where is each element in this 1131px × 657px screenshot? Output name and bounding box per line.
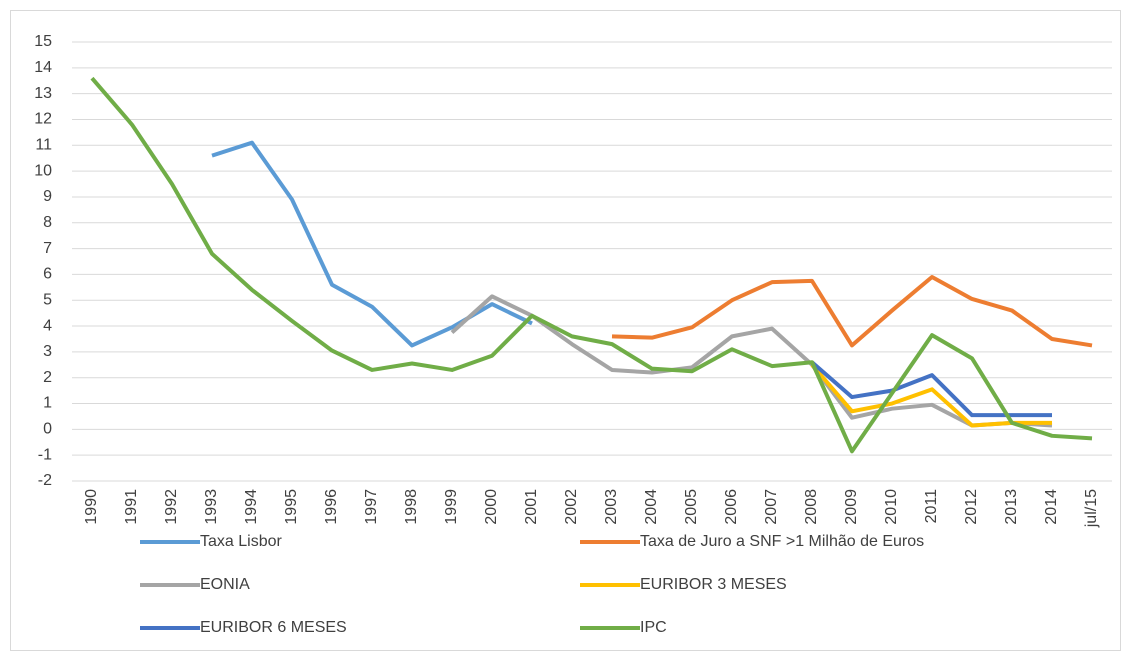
y-tick-label: 12 (34, 111, 52, 128)
y-tick-label: 2 (43, 369, 52, 386)
x-tick-label: 2004 (643, 489, 660, 525)
x-tick-label: 1992 (163, 489, 180, 525)
x-tick-label: 2000 (483, 489, 500, 525)
y-tick-label: 11 (35, 137, 52, 154)
x-tick-label: jul/15 (1083, 489, 1100, 528)
x-tick-label: 2013 (1003, 489, 1020, 525)
y-tick-label: 8 (43, 214, 52, 231)
y-tick-label: 13 (34, 85, 52, 102)
series-line (810, 360, 1052, 418)
y-tick-label: 15 (34, 33, 52, 50)
series-line (450, 294, 1053, 428)
legend-label: EONIA (200, 576, 250, 593)
y-tick-label: 9 (43, 188, 52, 205)
x-tick-label: 2009 (843, 489, 860, 525)
y-tick-label: 4 (43, 317, 52, 334)
series-line (211, 140, 533, 348)
x-tick-label: 1997 (363, 489, 380, 525)
y-tick-label: 5 (43, 291, 52, 308)
y-tick-label: -2 (38, 472, 52, 489)
legend-label: EURIBOR 6 MESES (200, 619, 347, 636)
legend-label: Taxa Lisbor (200, 533, 282, 550)
x-tick-label: 1995 (283, 489, 300, 525)
x-tick-label: 2007 (763, 489, 780, 525)
x-tick-label: 1993 (203, 489, 220, 525)
legend-label: IPC (640, 619, 667, 636)
y-tick-label: 6 (43, 266, 52, 283)
y-tick-label: 0 (43, 421, 52, 438)
legend-label: EURIBOR 3 MESES (640, 576, 787, 593)
x-tick-label: 1990 (83, 489, 100, 525)
legend-label: Taxa de Juro a SNF >1 Milhão de Euros (640, 533, 924, 550)
x-tick-label: 1996 (323, 489, 340, 525)
y-tick-label: 7 (43, 240, 52, 257)
x-tick-label: 2014 (1043, 489, 1060, 525)
x-tick-label: 1994 (243, 489, 260, 525)
series-line (90, 76, 1093, 454)
x-tick-label: 2005 (683, 489, 700, 525)
x-tick-label: 2003 (603, 489, 620, 525)
x-tick-label: 2001 (523, 489, 540, 525)
y-tick-label: 10 (34, 162, 52, 179)
x-tick-label: 1999 (443, 489, 460, 525)
y-tick-label: 1 (43, 395, 52, 412)
x-tick-label: 2010 (883, 489, 900, 525)
x-tick-label: 2012 (963, 489, 980, 525)
x-tick-label: 2002 (563, 489, 580, 525)
y-tick-label: -1 (38, 446, 52, 463)
x-tick-label: 1991 (123, 489, 140, 525)
x-tick-label: 2008 (803, 489, 820, 525)
x-tick-label: 2006 (723, 489, 740, 525)
series-line (611, 274, 1093, 348)
x-tick-label: 2011 (923, 489, 940, 524)
chart-frame (10, 10, 1121, 651)
y-tick-label: 3 (43, 343, 52, 360)
x-tick-label: 1998 (403, 489, 420, 525)
y-tick-label: 14 (34, 59, 52, 76)
